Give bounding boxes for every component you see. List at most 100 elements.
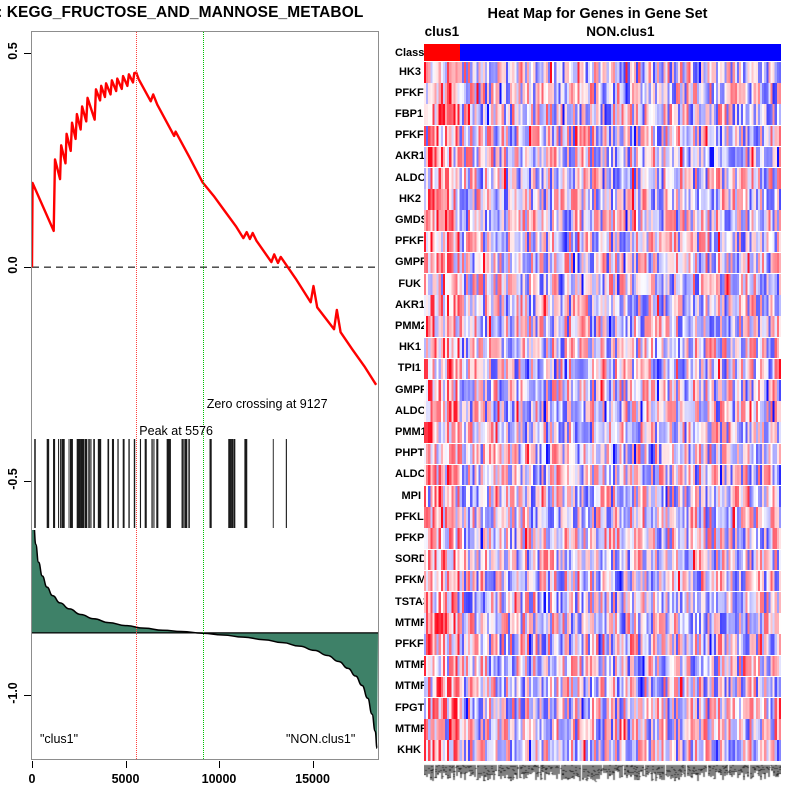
heatmap-gene-row — [424, 464, 781, 486]
heatmap-gene-row — [424, 676, 781, 698]
heatmap-gene-label: TPI1 — [397, 362, 421, 375]
heatmap-gene-label: PFKFB3 — [395, 129, 438, 142]
sample-name-labels — [424, 762, 781, 800]
peak-marker-line — [136, 32, 138, 759]
class-band-segment-non-clus1 — [459, 44, 781, 61]
heatmap-gene-label: AKR1B10 — [395, 298, 446, 311]
heatmap-sample-axis — [424, 762, 781, 800]
heatmap-gene-label: SORD — [395, 553, 427, 566]
phenotype-label-left: "clus1" — [40, 732, 79, 746]
x-axis-tick-mark — [125, 761, 127, 768]
y-axis-tick-mark — [24, 53, 31, 55]
x-axis-tick-label: 15000 — [295, 772, 330, 786]
heatmap-gene-label: GMPPB — [395, 383, 436, 396]
heatmap-gene-label: TSTA3 — [395, 595, 430, 608]
y-axis-tick-label: 0.5 — [6, 42, 20, 61]
class-color-band — [424, 44, 781, 61]
heatmap-gene-row — [424, 698, 781, 719]
heatmap-gene-row — [424, 189, 781, 210]
heatmap-gene-label: ALDOC — [395, 171, 435, 184]
heatmap-gene-label: HK2 — [398, 192, 421, 205]
heatmap-gene-row — [424, 507, 781, 528]
y-axis-tick-label: 0.0 — [6, 256, 20, 274]
heatmap-gene-label: MTMR7 — [395, 722, 435, 735]
heatmap-gene-row — [424, 549, 781, 571]
ranking-metric-curve — [32, 530, 378, 750]
heatmap-gene-label: FUK — [398, 277, 421, 290]
heatmap-gene-label: PMM1 — [395, 426, 427, 438]
gene-hit-marks — [34, 439, 287, 528]
y-axis-tick-mark — [24, 694, 31, 696]
heatmap-gene-label: PHPT1 — [395, 447, 431, 460]
class-band-segment-clus1 — [424, 44, 460, 61]
running-enrichment-score-path — [32, 71, 378, 386]
y-axis-tick-label: -0.5 — [6, 468, 20, 490]
heatmap-gene-row — [424, 570, 781, 592]
zero-crossing-annotation: Zero crossing at 9127 — [206, 397, 328, 411]
heatmap-gene-row — [424, 274, 781, 295]
heatmap-class-label-clus1: clus1 — [424, 24, 460, 39]
heatmap-gene-row — [424, 337, 781, 359]
y-axis-tick-mark — [24, 267, 31, 269]
heatmap-gene-row — [424, 634, 781, 655]
class-row-label: Class — [395, 47, 425, 59]
heatmap-gene-row — [424, 104, 781, 125]
heatmap-gene-label: PFKL — [395, 510, 424, 523]
heatmap-gene-row — [424, 528, 781, 549]
heatmap-gene-row — [424, 83, 781, 104]
heatmap-gene-row — [424, 231, 781, 253]
phenotype-label-right: "NON.clus1" — [286, 732, 356, 746]
heatmap-gene-label: GMPPA — [395, 256, 435, 269]
heatmap-gene-label: FPGT — [395, 701, 425, 714]
heatmap-gene-label: HK1 — [398, 341, 421, 354]
heatmap-gene-label: PFKP — [395, 532, 425, 544]
heatmap-gene-row — [424, 125, 781, 147]
heatmap-gene-row — [424, 613, 781, 634]
heatmap-gene-label: AKR1B1 — [395, 150, 440, 163]
x-axis-tick-mark — [219, 761, 221, 768]
heatmap-gene-row — [424, 592, 781, 613]
heatmap-title: Heat Map for Genes in Gene Set — [487, 6, 708, 22]
heatmap-gene-row — [424, 168, 781, 189]
heatmap-gene-label: KHK — [397, 744, 421, 756]
heatmap-gene-row — [424, 422, 781, 443]
heatmap-class-label-non-clus1: NON.clus1 — [586, 24, 655, 39]
gsea-enrichment-panel: e Set 5 : KEGG_FRUCTOSE_AND_MANNOSE_META… — [0, 0, 395, 800]
x-axis-tick-label: 0 — [28, 772, 36, 786]
ranking-metric-fill — [32, 530, 378, 749]
heatmap-gene-row — [424, 252, 781, 274]
x-axis-tick-mark — [32, 761, 33, 768]
heatmap-gene-row — [424, 146, 781, 168]
heatmap-gene-row — [424, 655, 781, 677]
gsea-plot-title: e Set 5 : KEGG_FRUCTOSE_AND_MANNOSE_META… — [0, 4, 364, 21]
heatmap-gene-row — [424, 380, 781, 401]
heatmap-gene-row — [424, 210, 781, 231]
heatmap-gene-row — [424, 486, 781, 507]
y-axis-tick-mark — [24, 481, 31, 483]
peak-annotation: Peak at 5576 — [139, 424, 213, 438]
heatmap-gene-label: ALDOB — [395, 468, 435, 481]
heatmap-gene-label: PMM2 — [395, 320, 427, 332]
y-axis-tick-label: -1.0 — [6, 682, 20, 704]
heatmap-gene-label: PFKFB4 — [395, 86, 438, 99]
heatmap-gene-label: GMDS — [395, 214, 428, 226]
heatmap-gene-row — [424, 358, 781, 380]
heatmap-gene-label: MTMR1 — [395, 616, 435, 629]
heatmap-gene-label: HK3 — [398, 65, 421, 78]
heatmap-gene-row — [424, 443, 781, 465]
heatmap-gene-label: PFKFB1 — [395, 235, 438, 248]
x-axis-tick-label: 10000 — [201, 772, 237, 786]
zero-crossing-marker-line — [202, 32, 204, 759]
heatmap-gene-label: PFKFB2 — [395, 638, 438, 650]
x-axis-tick-label: 5000 — [111, 772, 140, 786]
heatmap-gene-row — [424, 401, 781, 422]
heatmap-gene-label: FBP1 — [395, 108, 424, 120]
heatmap-gene-row — [424, 719, 781, 740]
heatmap-gene-row — [424, 316, 781, 337]
heatmap-gene-label: MTMR2 — [395, 680, 435, 693]
heatmap-gene-label: PFKM — [395, 574, 427, 587]
heatmap-gene-row — [424, 62, 781, 83]
heatmap-gene-label: MTMR6 — [395, 659, 435, 672]
heatmap-gene-row — [424, 295, 781, 316]
heatmap-gene-label: MPI — [401, 489, 421, 502]
